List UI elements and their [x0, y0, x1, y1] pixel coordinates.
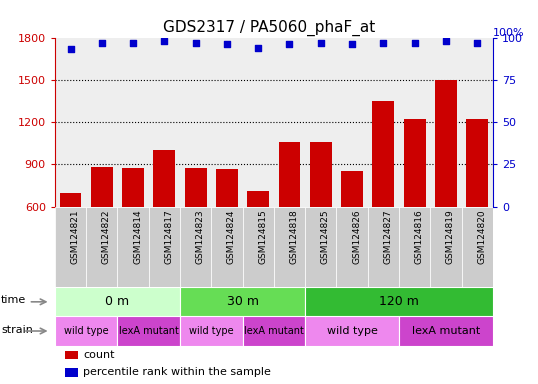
- Text: GSM124826: GSM124826: [352, 209, 361, 264]
- Bar: [399, 207, 430, 287]
- Bar: [91, 167, 113, 207]
- Bar: [305, 207, 336, 287]
- Bar: [55, 316, 117, 346]
- Bar: [279, 142, 300, 207]
- Bar: [211, 207, 243, 287]
- Bar: [86, 207, 117, 287]
- Text: GSM124821: GSM124821: [70, 209, 80, 264]
- Text: GSM124824: GSM124824: [227, 209, 236, 263]
- Bar: [305, 316, 399, 346]
- Text: GSM124823: GSM124823: [196, 209, 204, 264]
- Bar: [305, 287, 493, 316]
- Bar: [310, 142, 332, 207]
- Bar: [180, 287, 305, 316]
- Text: GSM124827: GSM124827: [383, 209, 392, 264]
- Bar: [372, 101, 394, 207]
- Text: 120 m: 120 m: [379, 295, 419, 308]
- Text: GSM124814: GSM124814: [133, 209, 142, 264]
- Text: GSM124822: GSM124822: [102, 209, 111, 263]
- Bar: [247, 191, 269, 207]
- Bar: [274, 207, 305, 287]
- Bar: [55, 287, 180, 316]
- Bar: [55, 207, 86, 287]
- Point: [442, 38, 450, 44]
- Point: [379, 40, 387, 46]
- Bar: [341, 171, 363, 207]
- Bar: [148, 207, 180, 287]
- Bar: [65, 351, 78, 359]
- Point: [473, 40, 482, 46]
- Text: wild type: wild type: [64, 326, 109, 336]
- Text: GSM124817: GSM124817: [165, 209, 173, 264]
- Text: lexA mutant: lexA mutant: [412, 326, 480, 336]
- Bar: [185, 168, 207, 207]
- Bar: [243, 207, 274, 287]
- Bar: [60, 192, 81, 207]
- Text: 0 m: 0 m: [105, 295, 130, 308]
- Point: [348, 41, 356, 48]
- Bar: [180, 207, 211, 287]
- Bar: [180, 316, 243, 346]
- Text: GSM124820: GSM124820: [477, 209, 486, 264]
- Point: [192, 40, 200, 46]
- Bar: [430, 207, 462, 287]
- Point: [316, 40, 325, 46]
- Bar: [117, 316, 180, 346]
- Text: time: time: [1, 295, 26, 305]
- Bar: [462, 207, 493, 287]
- Text: percentile rank within the sample: percentile rank within the sample: [83, 367, 271, 377]
- Bar: [404, 119, 426, 207]
- Text: GSM124815: GSM124815: [258, 209, 267, 264]
- Bar: [243, 316, 305, 346]
- Bar: [399, 316, 493, 346]
- Point: [97, 40, 106, 46]
- Bar: [153, 150, 175, 207]
- Bar: [336, 207, 367, 287]
- Text: count: count: [83, 350, 115, 360]
- Text: GSM124818: GSM124818: [289, 209, 299, 264]
- Point: [66, 46, 75, 53]
- Text: GSM124819: GSM124819: [446, 209, 455, 264]
- Text: 100%: 100%: [493, 28, 525, 38]
- Bar: [435, 80, 457, 207]
- Point: [285, 41, 294, 48]
- Point: [160, 38, 168, 44]
- Point: [223, 41, 231, 48]
- Bar: [216, 169, 238, 207]
- Text: wild type: wild type: [327, 326, 378, 336]
- Text: GSM124816: GSM124816: [415, 209, 423, 264]
- Text: wild type: wild type: [189, 326, 233, 336]
- Text: 30 m: 30 m: [226, 295, 259, 308]
- Text: strain: strain: [1, 324, 33, 334]
- Bar: [367, 207, 399, 287]
- Point: [410, 40, 419, 46]
- Point: [129, 40, 137, 46]
- Bar: [466, 119, 488, 207]
- Text: GDS2317 / PA5060_phaF_at: GDS2317 / PA5060_phaF_at: [163, 20, 375, 36]
- Point: [254, 45, 263, 51]
- Text: lexA mutant: lexA mutant: [244, 326, 304, 336]
- Bar: [117, 207, 148, 287]
- Text: lexA mutant: lexA mutant: [119, 326, 179, 336]
- Bar: [122, 168, 144, 207]
- Text: GSM124825: GSM124825: [321, 209, 330, 264]
- Bar: [65, 368, 78, 377]
